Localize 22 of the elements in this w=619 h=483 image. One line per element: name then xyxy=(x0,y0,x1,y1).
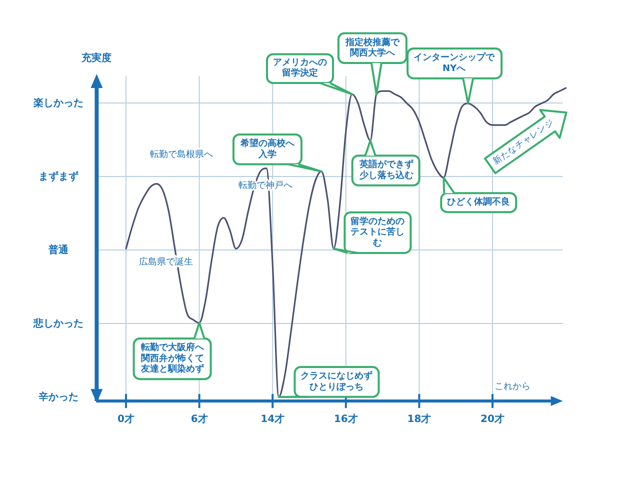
text: 楽しかった xyxy=(32,96,84,109)
annotation: 英語ができず少し落ち込む xyxy=(358,160,414,182)
x-tick-label: 20才 xyxy=(480,412,504,425)
annotation: これから xyxy=(494,382,530,392)
arrow: 新たなチャレンジ xyxy=(484,109,568,174)
text: 普通 xyxy=(48,244,70,256)
annotation: 転勤で大阪府へ関西弁が怖くて友達と馴染めず xyxy=(140,342,205,376)
annotation: クラスになじめずひとりぼっち xyxy=(300,371,373,393)
annotation: 希望の高校へ入学 xyxy=(239,138,296,160)
x-tick-label: 6才 xyxy=(190,412,208,425)
x-tick-label: 0才 xyxy=(118,412,134,425)
text: まずまず xyxy=(38,170,79,182)
annotation: ひどく体調不良 xyxy=(447,197,510,208)
x-tick-label: 14才 xyxy=(260,412,285,425)
text: 悲しかった xyxy=(32,317,84,330)
annotation: 留学のためのテストに苦しむ xyxy=(350,216,405,249)
x-tick-label: 18才 xyxy=(407,412,432,425)
text: 辛かった xyxy=(38,390,79,403)
y-axis-title: 充実度 xyxy=(80,52,112,64)
annotation: 転勤で島根県へ xyxy=(150,149,214,160)
annotation: 新たなチャレンジ xyxy=(490,117,556,168)
x-tick-label: 16才 xyxy=(334,412,358,425)
